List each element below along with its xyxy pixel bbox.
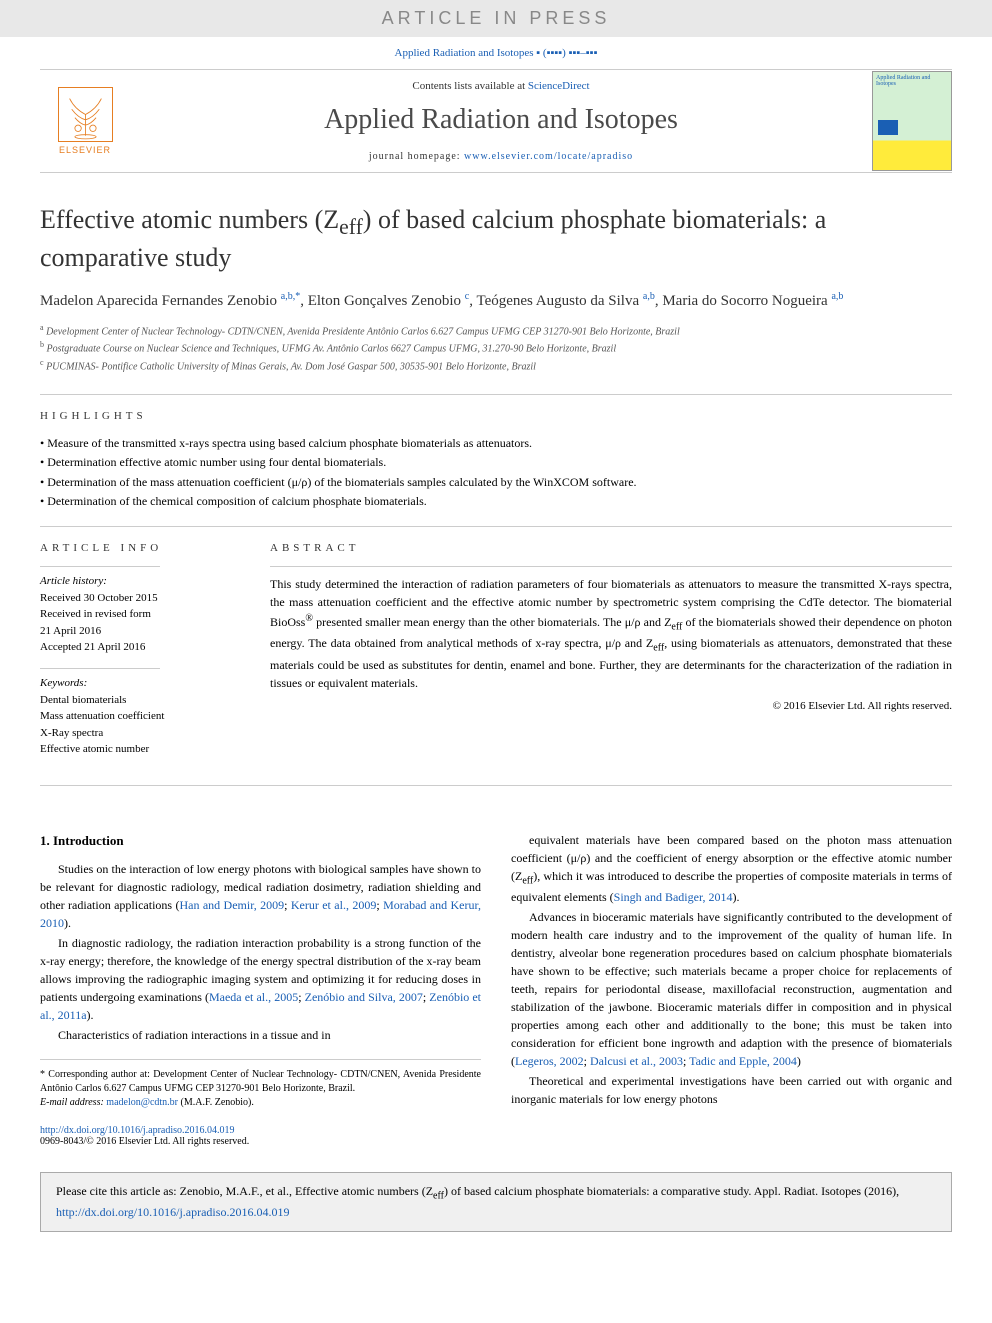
citation-text: Applied Radiation and Isotopes ▪ (▪▪▪▪) … xyxy=(395,47,598,59)
author-name: Teógenes Augusto da Silva xyxy=(476,293,639,309)
divider xyxy=(40,785,952,786)
highlight-item: Determination effective atomic number us… xyxy=(40,453,952,472)
homepage-prefix: journal homepage: xyxy=(369,151,464,162)
cover-icon xyxy=(878,120,898,135)
issn-line: 0969-8043/© 2016 Elsevier Ltd. All right… xyxy=(40,1136,249,1147)
body-two-column: 1. Introduction Studies on the interactio… xyxy=(0,821,992,1121)
affiliation-line: b Postgraduate Course on Nuclear Science… xyxy=(40,339,952,356)
history-line: 21 April 2016 xyxy=(40,623,240,640)
keyword-item: Effective atomic number xyxy=(40,741,240,758)
divider xyxy=(270,566,952,567)
intro-heading: 1. Introduction xyxy=(40,831,481,851)
author-name: Madelon Aparecida Fernandes Zenobio xyxy=(40,293,277,309)
article-main: Effective atomic numbers (Zeff) of based… xyxy=(0,173,992,821)
doi-link[interactable]: http://dx.doi.org/10.1016/j.apradiso.201… xyxy=(40,1125,235,1136)
keywords-text: Dental biomaterialsMass attenuation coef… xyxy=(40,692,240,758)
journal-header: ELSEVIER Contents lists available at Sci… xyxy=(40,69,952,173)
author-marks: a,b xyxy=(643,291,655,302)
please-cite-box: Please cite this article as: Zenobio, M.… xyxy=(40,1172,952,1231)
body-paragraph: Characteristics of radiation interaction… xyxy=(40,1026,481,1044)
email-line: E-mail address: madelon@cdtn.br (M.A.F. … xyxy=(40,1096,481,1110)
divider xyxy=(40,668,160,669)
abstract-text: This study determined the interaction of… xyxy=(270,575,952,692)
article-in-press-banner: ARTICLE IN PRESS xyxy=(0,0,992,37)
history-text: Received 30 October 2015Received in revi… xyxy=(40,590,240,656)
history-label: Article history: xyxy=(40,575,240,587)
contents-line: Contents lists available at ScienceDirec… xyxy=(130,80,872,92)
history-line: Accepted 21 April 2016 xyxy=(40,639,240,656)
highlight-item: Measure of the transmitted x-rays spectr… xyxy=(40,434,952,453)
author-marks: a,b,* xyxy=(281,291,300,302)
affiliation-line: c PUCMINAS- Pontifice Catholic Universit… xyxy=(40,357,952,374)
elsevier-label: ELSEVIER xyxy=(59,145,111,155)
corresponding-author-note: * Corresponding author at: Development C… xyxy=(40,1068,481,1096)
history-line: Received in revised form xyxy=(40,606,240,623)
keyword-item: Mass attenuation coefficient xyxy=(40,708,240,725)
keyword-item: Dental biomaterials xyxy=(40,692,240,709)
history-line: Received 30 October 2015 xyxy=(40,590,240,607)
author-name: Elton Gonçalves Zenobio xyxy=(308,293,461,309)
sciencedirect-link[interactable]: ScienceDirect xyxy=(528,80,590,92)
highlight-item: Determination of the chemical compositio… xyxy=(40,492,952,511)
authors-line: Madelon Aparecida Fernandes Zenobio a,b,… xyxy=(40,290,952,312)
body-paragraph: In diagnostic radiology, the radiation i… xyxy=(40,934,481,1024)
homepage-link[interactable]: www.elsevier.com/locate/apradiso xyxy=(464,151,633,162)
doi-section: http://dx.doi.org/10.1016/j.apradiso.201… xyxy=(0,1120,992,1162)
body-paragraph: Studies on the interaction of low energy… xyxy=(40,860,481,932)
body-paragraph: Theoretical and experimental investigati… xyxy=(511,1072,952,1108)
banner-text: ARTICLE IN PRESS xyxy=(382,8,611,28)
top-citation-line: Applied Radiation and Isotopes ▪ (▪▪▪▪) … xyxy=(0,37,992,69)
keyword-item: X-Ray spectra xyxy=(40,725,240,742)
article-title: Effective atomic numbers (Zeff) of based… xyxy=(40,203,952,275)
contents-prefix: Contents lists available at xyxy=(412,80,527,92)
divider xyxy=(40,394,952,395)
highlights-label: HIGHLIGHTS xyxy=(40,410,952,422)
elsevier-tree-icon xyxy=(58,87,113,142)
highlight-item: Determination of the mass attenuation co… xyxy=(40,473,952,492)
keywords-label: Keywords: xyxy=(40,677,240,689)
body-paragraph: Advances in bioceramic materials have si… xyxy=(511,908,952,1070)
body-paragraph: equivalent materials have been compared … xyxy=(511,831,952,906)
article-info-column: ARTICLE INFO Article history: Received 3… xyxy=(40,542,240,770)
cite-doi-link[interactable]: http://dx.doi.org/10.1016/j.apradiso.201… xyxy=(56,1205,289,1219)
highlights-list: Measure of the transmitted x-rays spectr… xyxy=(40,434,952,511)
info-abstract-row: ARTICLE INFO Article history: Received 3… xyxy=(40,542,952,770)
journal-name: Applied Radiation and Isotopes xyxy=(130,104,872,136)
journal-cover-thumbnail: Applied Radiation and Isotopes xyxy=(872,71,952,171)
author-name: Maria do Socorro Nogueira xyxy=(662,293,827,309)
affiliation-line: a Development Center of Nuclear Technolo… xyxy=(40,322,952,339)
abstract-label: ABSTRACT xyxy=(270,542,952,554)
author-marks: a,b xyxy=(831,291,843,302)
homepage-line: journal homepage: www.elsevier.com/locat… xyxy=(130,151,872,162)
footnote-section: * Corresponding author at: Development C… xyxy=(40,1059,481,1110)
header-center: Contents lists available at ScienceDirec… xyxy=(130,70,872,172)
email-link[interactable]: madelon@cdtn.br xyxy=(106,1097,178,1108)
divider xyxy=(40,566,160,567)
article-info-label: ARTICLE INFO xyxy=(40,542,240,554)
abstract-copyright: © 2016 Elsevier Ltd. All rights reserved… xyxy=(270,700,952,712)
divider xyxy=(40,526,952,527)
cover-title: Applied Radiation and Isotopes xyxy=(876,75,948,87)
abstract-column: ABSTRACT This study determined the inter… xyxy=(270,542,952,770)
elsevier-logo: ELSEVIER xyxy=(40,71,130,171)
author-marks: c xyxy=(465,291,469,302)
affiliations: a Development Center of Nuclear Technolo… xyxy=(40,322,952,374)
